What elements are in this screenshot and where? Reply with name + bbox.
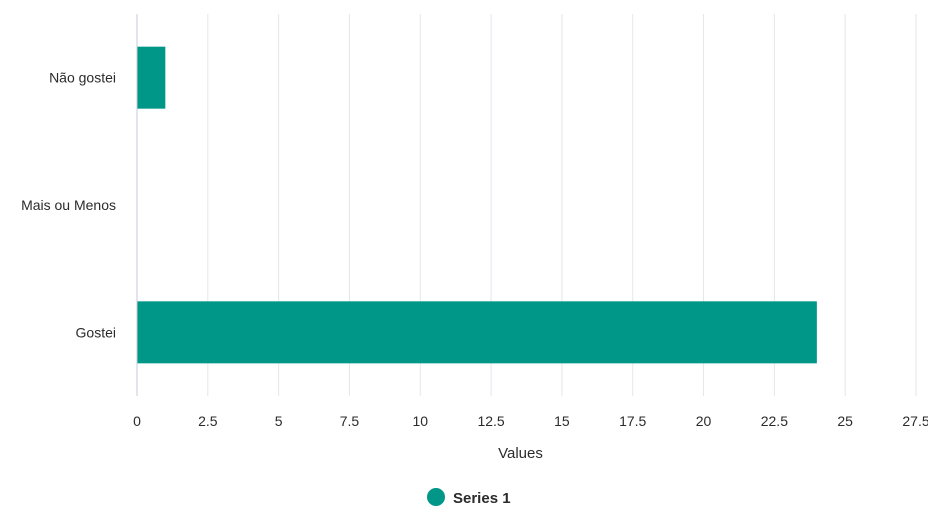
- x-tick-label: 27.5: [902, 413, 928, 429]
- x-tick-label: 20: [696, 413, 712, 429]
- x-tick-label: 22.5: [761, 413, 788, 429]
- legend-marker-icon: [427, 488, 445, 506]
- gridlines: [207, 14, 917, 396]
- x-tick-label: 12.5: [477, 413, 504, 429]
- x-axis-title: Values: [498, 445, 543, 462]
- x-tick-label: 25: [837, 413, 853, 429]
- bar[interactable]: [137, 301, 817, 364]
- x-axis-tick-labels: 0 2.5 5 7.5 10 12.5 15 17.5 20 22.5 25 27.5: [133, 413, 928, 429]
- category-label: Gostei: [76, 324, 116, 340]
- bars: [137, 46, 817, 364]
- category-label: Mais ou Menos: [21, 197, 116, 213]
- x-tick-label: 7.5: [340, 413, 360, 429]
- x-tick-label: 17.5: [619, 413, 646, 429]
- x-tick-label: 10: [412, 413, 428, 429]
- y-axis-labels: Não gostei Mais ou Menos Gostei: [21, 70, 116, 341]
- legend-label: Series 1: [453, 490, 511, 506]
- x-tick-label: 15: [554, 413, 570, 429]
- x-tick-label: 2.5: [198, 413, 218, 429]
- bar[interactable]: [137, 46, 166, 109]
- category-label: Não gostei: [49, 70, 116, 86]
- x-tick-label: 5: [275, 413, 283, 429]
- legend[interactable]: Series 1: [427, 488, 511, 507]
- x-tick-label: 0: [133, 413, 141, 429]
